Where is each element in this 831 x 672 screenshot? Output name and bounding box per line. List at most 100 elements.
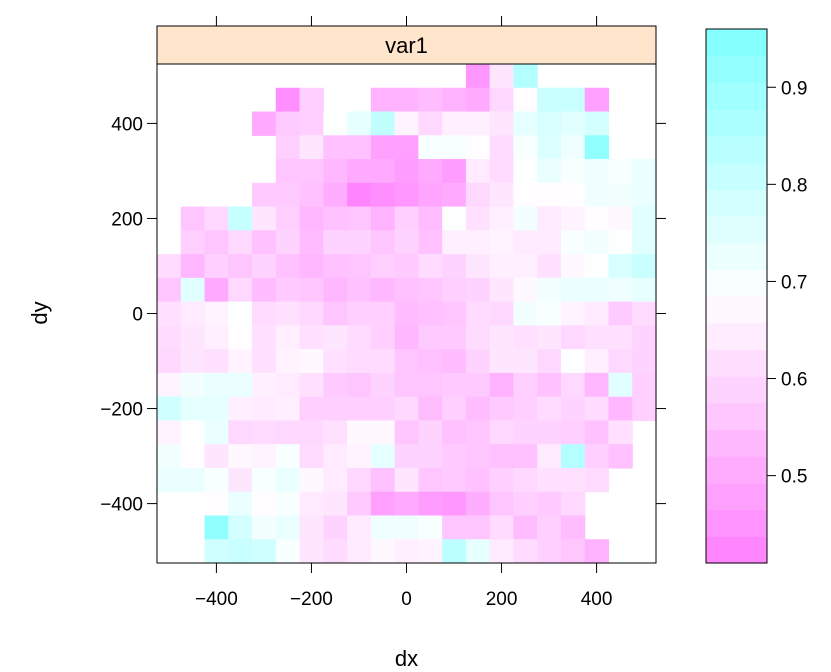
heatmap-cell <box>180 444 206 469</box>
heatmap-cell <box>489 182 515 208</box>
heatmap-cell <box>323 467 348 493</box>
heatmap-cell <box>442 182 467 208</box>
heatmap-cell <box>442 515 467 540</box>
heatmap-cell <box>465 277 491 303</box>
heatmap-cell <box>489 396 515 422</box>
heatmap-cell <box>489 64 515 89</box>
heatmap-cell <box>489 254 515 279</box>
heatmap-cell <box>465 515 491 540</box>
y-axis-title: dy <box>27 301 52 324</box>
heatmap-cell <box>465 325 491 350</box>
heatmap-cell <box>228 539 253 564</box>
heatmap-cell <box>489 277 515 303</box>
heatmap-cell <box>323 420 348 445</box>
heatmap-cell <box>560 539 586 564</box>
heatmap-cell <box>347 349 372 374</box>
heatmap-cell <box>347 277 372 303</box>
heatmap-cell <box>465 206 491 231</box>
colorbar-segment <box>706 215 767 244</box>
heatmap-cell <box>632 230 657 255</box>
heatmap-cell <box>204 420 229 445</box>
heatmap-cell <box>560 420 586 445</box>
heatmap-cell <box>489 135 515 160</box>
heatmap-cell <box>394 539 419 564</box>
heatmap-cell <box>632 372 657 398</box>
heatmap-cell <box>347 396 372 422</box>
heatmap-cell <box>560 491 586 517</box>
heatmap-cell <box>394 515 419 540</box>
heatmap-cell <box>299 254 324 279</box>
heatmap-cell <box>537 515 562 540</box>
heatmap-cell <box>180 467 206 493</box>
colorbar-segment <box>706 29 767 57</box>
x-tick-label: −400 <box>195 589 238 610</box>
heatmap-cell <box>299 349 324 374</box>
heatmap-cell <box>513 396 538 422</box>
heatmap-cell <box>204 491 229 517</box>
heatmap-cell <box>584 301 610 326</box>
heatmap-cell <box>394 230 419 255</box>
heatmap-cell <box>537 491 562 517</box>
heatmap-cell <box>394 420 419 445</box>
heatmap-cell <box>252 230 277 255</box>
heatmap-cell <box>299 396 324 422</box>
heatmap-cell <box>418 539 443 564</box>
heatmap-cell <box>584 444 610 469</box>
heatmap-cell <box>418 420 443 445</box>
heatmap-cell <box>323 277 348 303</box>
heatmap-cell <box>465 396 491 422</box>
colorbar-segment <box>706 189 767 217</box>
heatmap-cell <box>157 444 182 469</box>
heatmap-cell <box>489 420 515 445</box>
heatmap-cell <box>252 325 277 350</box>
heatmap-cell <box>323 372 348 398</box>
heatmap-cell <box>537 467 562 493</box>
heatmap-cell <box>560 396 586 422</box>
heatmap-cell <box>275 230 301 255</box>
heatmap-cell <box>252 182 277 208</box>
colorbar-segment <box>706 269 767 297</box>
heatmap-cell <box>370 349 396 374</box>
heatmap-cell <box>275 420 301 445</box>
heatmap-cell <box>418 87 443 113</box>
heatmap-cell <box>608 277 633 303</box>
heatmap-cell <box>465 64 491 89</box>
heatmap-cell <box>252 444 277 469</box>
heatmap-cell <box>157 301 182 326</box>
y-tick-label: −200 <box>100 400 143 421</box>
heatmap-cell <box>370 111 396 136</box>
heatmap-cell <box>323 325 348 350</box>
heatmap-cell <box>323 491 348 517</box>
heatmap-cell <box>418 254 443 279</box>
heatmap-cell <box>252 396 277 422</box>
heatmap-cell <box>299 372 324 398</box>
heatmap-cell <box>370 159 396 184</box>
heatmap-cell <box>228 467 253 493</box>
heatmap-cell <box>323 254 348 279</box>
strip-label: var1 <box>385 33 428 58</box>
heatmap-cell <box>465 372 491 398</box>
heatmap-cell <box>299 182 324 208</box>
heatmap-cell <box>489 539 515 564</box>
heatmap-cell <box>489 230 515 255</box>
heatmap-cell <box>560 206 586 231</box>
heatmap-cell <box>632 277 657 303</box>
heatmap-cell <box>180 372 206 398</box>
heatmap-cell <box>560 277 586 303</box>
heatmap-cell <box>537 301 562 326</box>
heatmap-cell <box>418 515 443 540</box>
heatmap-cell <box>584 159 610 184</box>
heatmap-cell <box>370 467 396 493</box>
heatmap-cell <box>157 467 182 493</box>
y-tick-label: 200 <box>111 209 143 230</box>
heatmap-cell <box>632 254 657 279</box>
heatmap-cell <box>204 206 229 231</box>
heatmap-cell <box>513 301 538 326</box>
heatmap-cell <box>204 396 229 422</box>
heatmap-cell <box>299 206 324 231</box>
heatmap-cell <box>394 206 419 231</box>
heatmap-cells <box>157 64 657 564</box>
y-tick-label: −400 <box>100 495 143 516</box>
heatmap-cell <box>560 325 586 350</box>
heatmap-cell <box>513 206 538 231</box>
